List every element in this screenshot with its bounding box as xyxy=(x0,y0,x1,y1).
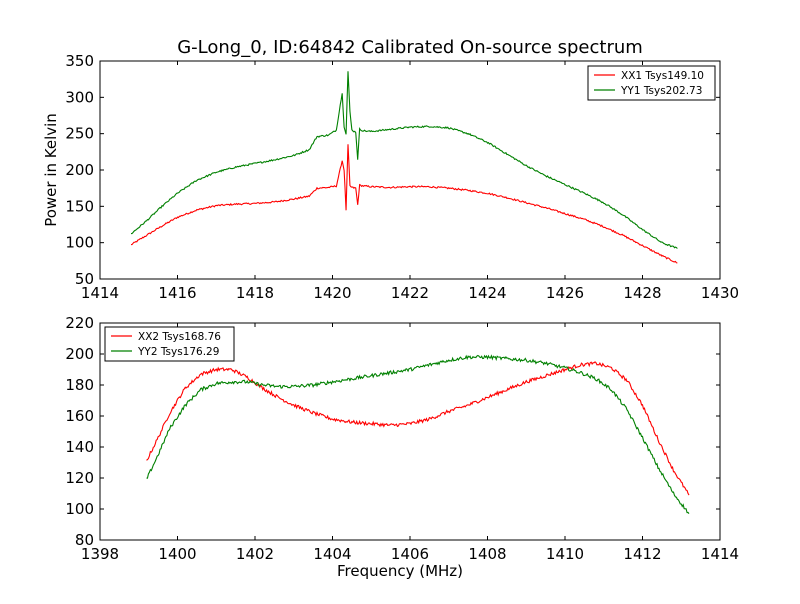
y-tick-label: 100 xyxy=(65,234,94,252)
y-tick-label: 250 xyxy=(65,125,94,143)
y-tick-label: 140 xyxy=(65,438,94,456)
x-tick-label: 1402 xyxy=(236,545,274,563)
x-tick-label: 1408 xyxy=(468,545,506,563)
x-tick-label: 1426 xyxy=(546,284,584,302)
x-tick-label: 1420 xyxy=(313,284,351,302)
x-tick-label: 1414 xyxy=(701,545,739,563)
legend-entry: XX1 Tsys149.10 xyxy=(621,70,704,82)
legend-box xyxy=(104,326,235,362)
y-tick-label: 150 xyxy=(65,197,94,215)
bottom-panel-xx2-yy2: 1398 1400 1402 1404 1406 1408 1410 1412 1414 80 10… xyxy=(65,314,739,580)
y-tick-label: 200 xyxy=(65,161,94,179)
x-tick-label: 1410 xyxy=(546,545,584,563)
legend-entry: XX2 Tsys168.76 xyxy=(138,331,221,343)
x-tick-label: 1418 xyxy=(236,284,274,302)
x-tick-label: 1422 xyxy=(391,284,429,302)
x-tick-label: 1428 xyxy=(623,284,661,302)
figure-title: G-Long_0, ID:64842 Calibrated On-source … xyxy=(177,37,643,58)
y-tick-label: 300 xyxy=(65,88,94,106)
y-tick-label: 120 xyxy=(65,469,94,487)
legend-entry: YY2 Tsys176.29 xyxy=(137,346,219,358)
x-axis-label: Frequency (MHz) xyxy=(337,562,463,580)
legend-entry: YY1 Tsys202.73 xyxy=(620,85,702,97)
series-line-yy2 xyxy=(146,354,690,515)
series-line-xx1 xyxy=(130,144,678,264)
x-tick-label: 1424 xyxy=(468,284,506,302)
y-tick-label: 50 xyxy=(75,270,94,288)
x-tick-label: 1412 xyxy=(623,545,661,563)
x-tick-label: 1430 xyxy=(701,284,739,302)
x-tick-label: 1406 xyxy=(391,545,429,563)
y-tick-label: 200 xyxy=(65,345,94,363)
y-tick-label: 350 xyxy=(65,52,94,70)
x-tick-label: 1400 xyxy=(158,545,196,563)
series-line-yy1 xyxy=(130,71,678,249)
y-tick-label: 100 xyxy=(65,500,94,518)
legend-box xyxy=(587,65,716,101)
x-tick-label: 1416 xyxy=(158,284,196,302)
series-line-xx2 xyxy=(146,361,690,496)
y-tick-label: 80 xyxy=(75,531,94,549)
x-tick-label: 1398 xyxy=(81,545,119,563)
top-panel-xx1-yy1: 1414 1416 1418 1420 1422 1424 1426 1428 1430 50 10… xyxy=(42,52,739,302)
y-tick-label: 220 xyxy=(65,314,94,332)
x-tick-label: 1414 xyxy=(81,284,119,302)
y-tick-label: 160 xyxy=(65,407,94,425)
x-tick-label: 1404 xyxy=(313,545,351,563)
y-tick-label: 180 xyxy=(65,376,94,394)
y-axis-label: Power in Kelvin xyxy=(42,113,60,227)
